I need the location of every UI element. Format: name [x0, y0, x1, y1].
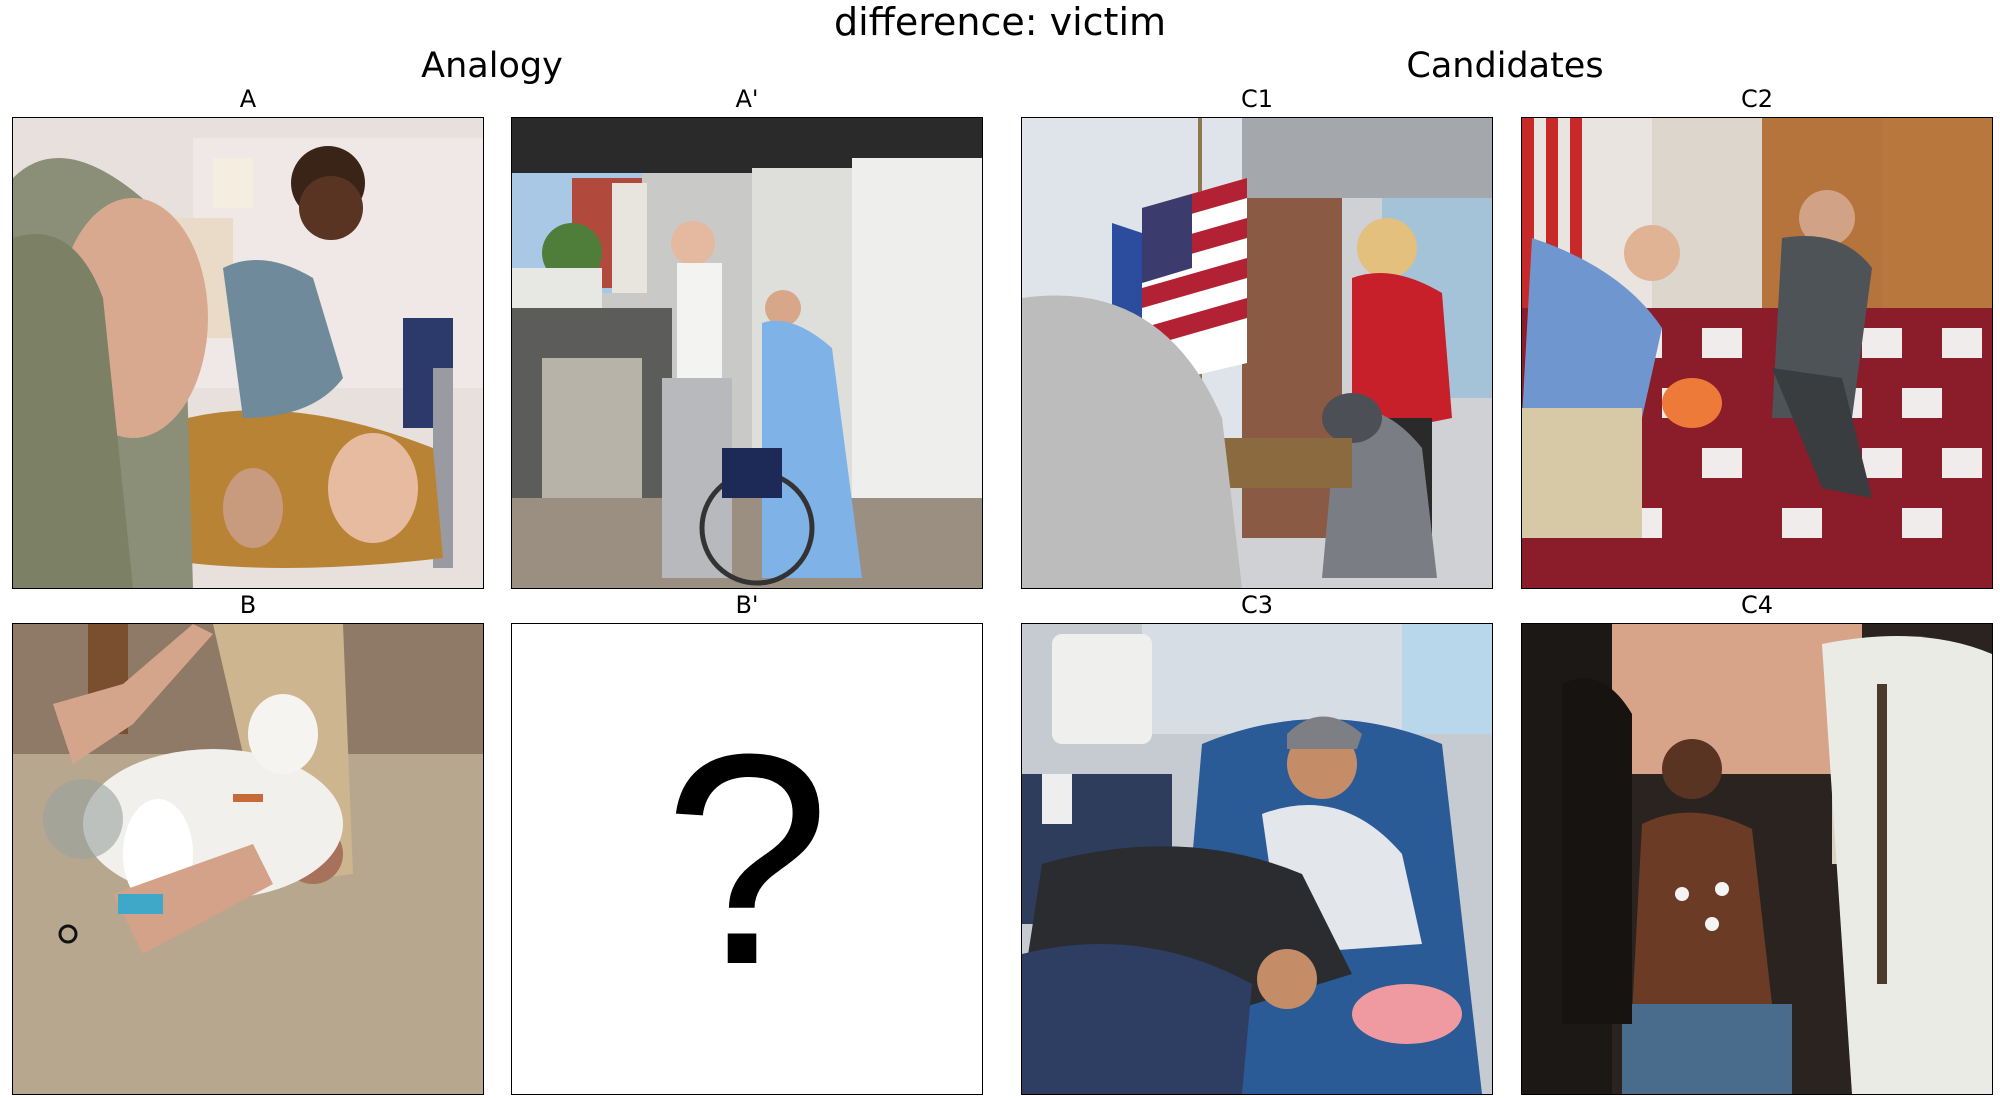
panel-b-label: B [239, 591, 257, 619]
panel-c2-label: C2 [1740, 85, 1774, 113]
photo-man-in-dialysis-chair [1021, 623, 1493, 1095]
panel-b-prime: B' ? [511, 591, 983, 1095]
panel-c1-label: C1 [1240, 85, 1274, 113]
panel-a: A [12, 85, 484, 589]
photo-cpr-training [1521, 117, 1993, 589]
photo-veterinary-exam [12, 117, 484, 589]
photo-patient-with-ecg-leads [1521, 623, 1993, 1095]
panel-a-prime: A' [511, 85, 983, 589]
photo-woman-with-dog [1021, 117, 1493, 589]
photo-dog-leg-bandage [12, 623, 484, 1095]
photo-nurse-assisting-man [511, 117, 983, 589]
panel-c3: C3 [1021, 591, 1493, 1095]
panel-b: B [12, 591, 484, 1095]
candidates-heading: Candidates [1406, 46, 1604, 86]
panel-a-label: A [239, 85, 257, 113]
panel-c4: C4 [1521, 591, 1993, 1095]
panel-a-prime-label: A' [735, 85, 759, 113]
panel-c4-label: C4 [1740, 591, 1774, 619]
unknown-answer-placeholder: ? [511, 623, 983, 1095]
panel-c1: C1 [1021, 85, 1493, 589]
question-mark-icon: ? [512, 624, 982, 1094]
figure-title: difference: victim [833, 0, 1167, 44]
panel-b-prime-label: B' [735, 591, 759, 619]
panel-c3-label: C3 [1240, 591, 1274, 619]
analogy-heading: Analogy [421, 46, 563, 86]
panel-c2: C2 [1521, 85, 1993, 589]
